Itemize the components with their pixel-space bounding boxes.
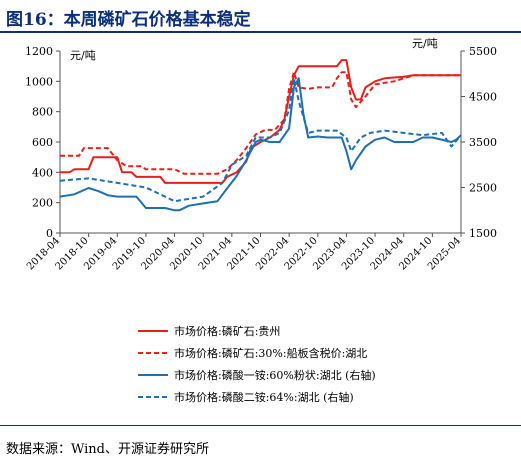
right-tick-label: 4500 [469,91,497,104]
series-line-2 [60,71,461,175]
right-tick-label: 5500 [469,45,497,58]
left-tick-label: 1200 [25,45,53,58]
left-tick-label: 0 [46,227,53,240]
legend-label-3: 市场价格:磷酸一铵:60%粉状:湖北 (右轴) [174,368,376,382]
legend-label-2: 市场价格:磷矿石:30%:船板含税价:湖北 [174,346,367,360]
legend-label-4: 市场价格:磷酸二铵:64%:湖北 (右轴) [174,390,354,404]
left-tick-label: 600 [32,136,53,149]
series-line-3 [59,77,462,212]
series-line-4 [59,77,462,203]
right-tick-label: 2500 [469,182,497,195]
left-tick-label: 200 [32,197,53,210]
chart-legend: 市场价格:磷矿石:贵州市场价格:磷矿石:30%:船板含税价:湖北市场价格:磷酸一… [138,324,376,404]
left-tick-label: 400 [32,166,53,179]
source-note: 数据来源：Wind、开源证券研究所 [6,442,209,457]
chart-axes: 0 200 400 600 800 1000 1200 1500 2500 3500 4500 550… [25,45,497,273]
left-axis-unit: 元/吨 [70,49,96,62]
chart-title: 图16：本周磷矿石价格基本稳定 [6,10,251,30]
footer-rule [0,425,521,426]
title-underline [0,31,521,33]
right-tick-label: 3500 [469,136,497,149]
legend-label-1: 市场价格:磷矿石:贵州 [174,324,280,338]
right-tick-label: 1500 [469,227,497,240]
left-tick-label: 800 [32,106,53,119]
chart-plot-area [59,59,462,212]
line-chart: 0 200 400 600 800 1000 1200 1500 2500 3500 4500 550… [25,37,497,273]
right-axis-unit: 元/吨 [412,37,438,50]
left-tick-label: 1000 [25,75,53,88]
